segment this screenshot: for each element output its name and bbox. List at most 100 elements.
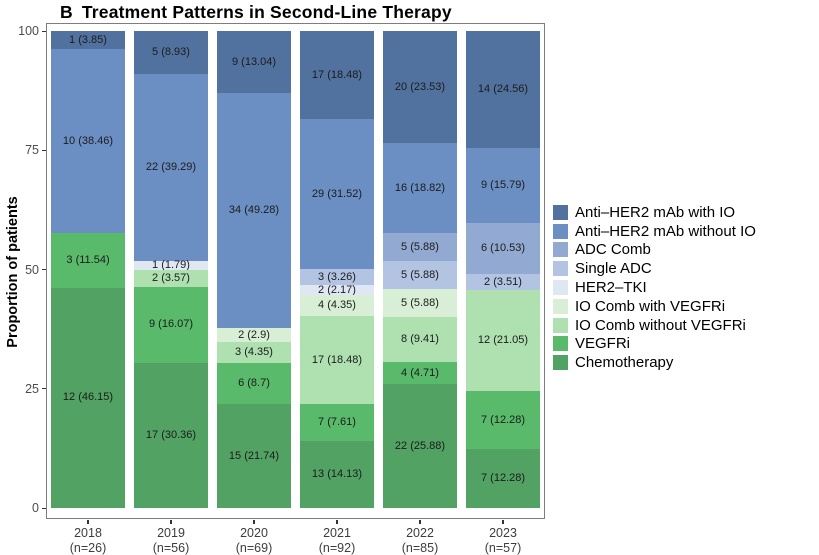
segment-value-label: 12 (21.05)	[477, 334, 529, 347]
bar-segment: 4 (4.35)	[300, 295, 374, 317]
x-tick-year: 2019	[157, 526, 185, 540]
y-tick: 50	[25, 263, 46, 277]
segment-value-label: 13 (14.13)	[311, 467, 363, 480]
x-tick-2018: 2018 (n=26)	[51, 520, 125, 555]
legend-swatch	[553, 223, 568, 239]
segment-value-label: 17 (30.36)	[145, 429, 197, 442]
x-tick-n: (n=92)	[318, 540, 356, 555]
bar-segment: 5 (5.88)	[383, 233, 457, 262]
panel-label: B	[60, 2, 73, 22]
segment-value-label: 16 (18.82)	[394, 181, 446, 194]
x-tick-2023: 2023 (n=57)	[466, 520, 540, 555]
chart-title: B Treatment Patterns in Second-Line Thera…	[60, 2, 452, 23]
y-tick-label: 100	[18, 24, 39, 38]
legend-item: Anti–HER2 mAb without IO	[553, 222, 756, 241]
segment-value-label: 10 (38.46)	[62, 134, 114, 147]
segment-value-label: 7 (7.61)	[318, 415, 356, 428]
segment-value-label: 2 (2.17)	[318, 283, 356, 296]
legend: Anti–HER2 mAb with IO Anti–HER2 mAb witho…	[553, 203, 756, 372]
y-tick-label: 25	[25, 381, 39, 396]
legend-swatch	[553, 298, 568, 314]
bar-2022: 20 (23.53) 16 (18.82) 5 (5.88) 5 (5.88) 5 (5…	[383, 31, 457, 508]
segment-value-label: 3 (11.54)	[66, 253, 110, 266]
bar-segment: 15 (21.74)	[217, 404, 291, 508]
y-tick: 100	[18, 24, 46, 38]
legend-swatch	[553, 336, 568, 352]
legend-item: Anti–HER2 mAb with IO	[553, 203, 756, 222]
x-axis-ticks: 2018 (n=26) 2019 (n=56) 2020 (n=69) 2021 (n=92)…	[46, 520, 545, 555]
x-tick-n: (n=85)	[401, 540, 439, 555]
x-tick-2021: 2021 (n=92)	[300, 520, 374, 555]
bar-segment: 2 (3.57)	[134, 269, 208, 287]
legend-label: Anti–HER2 mAb with IO	[575, 203, 736, 221]
x-tick-mark	[336, 520, 338, 524]
bar-segment: 9 (13.04)	[217, 31, 291, 94]
bar-segment: 14 (24.56)	[466, 31, 540, 149]
segment-value-label: 2 (3.57)	[152, 271, 190, 284]
legend-label: Single ADC	[575, 260, 652, 278]
legend-swatch	[553, 280, 568, 296]
x-tick-year: 2022	[406, 526, 434, 540]
segment-value-label: 7 (12.28)	[480, 472, 526, 485]
bars-area: 1 (3.85) 10 (38.46) 3 (11.54) 12 (46.15) 5 (…	[46, 31, 545, 508]
bar-segment: 10 (38.46)	[51, 49, 125, 233]
segment-value-label: 20 (23.53)	[394, 80, 446, 93]
y-tick: 75	[25, 143, 46, 157]
x-tick-n: (n=26)	[69, 540, 107, 555]
bar-segment: 3 (11.54)	[51, 232, 125, 288]
segment-value-label: 17 (18.48)	[311, 353, 363, 366]
legend-item: VEGFRi	[553, 335, 756, 354]
segment-value-label: 14 (24.56)	[477, 83, 529, 96]
x-tick-year: 2021	[323, 526, 351, 540]
y-tick: 0	[32, 501, 46, 515]
bar-segment: 2 (3.51)	[466, 273, 540, 291]
segment-value-label: 3 (3.26)	[318, 270, 356, 283]
bar-segment: 1 (1.79)	[134, 258, 208, 271]
bar-segment: 5 (8.93)	[134, 31, 208, 74]
segment-value-label: 15 (21.74)	[228, 449, 280, 462]
segment-value-label: 22 (39.29)	[145, 160, 197, 173]
x-tick-n: (n=57)	[484, 540, 522, 555]
y-tick: 25	[25, 382, 46, 396]
legend-swatch	[553, 261, 568, 277]
y-tick-mark	[42, 388, 46, 390]
y-tick-mark	[42, 507, 46, 509]
segment-value-label: 2 (3.51)	[484, 275, 522, 288]
bar-segment: 6 (10.53)	[466, 223, 540, 274]
segment-value-label: 9 (13.04)	[231, 55, 277, 68]
segment-value-label: 6 (10.53)	[480, 242, 526, 255]
x-tick-year: 2023	[489, 526, 517, 540]
bar-segment: 17 (30.36)	[134, 363, 208, 508]
bar-segment: 9 (16.07)	[134, 286, 208, 364]
legend-item: Chemotherapy	[553, 353, 756, 372]
segment-value-label: 5 (5.88)	[401, 268, 439, 281]
x-tick-2019: 2019 (n=56)	[134, 520, 208, 555]
segment-value-label: 9 (16.07)	[148, 318, 194, 331]
legend-label: ADC Comb	[575, 241, 651, 259]
bar-segment: 34 (49.28)	[217, 93, 291, 329]
bar-segment: 29 (31.52)	[300, 119, 374, 270]
legend-label: VEGFRi	[575, 335, 631, 353]
segment-value-label: 4 (4.71)	[401, 366, 439, 379]
segment-value-label: 6 (8.7)	[238, 377, 270, 390]
segment-value-label: 5 (5.88)	[401, 240, 439, 253]
segment-value-label: 12 (46.15)	[62, 391, 114, 404]
y-tick-mark	[42, 149, 46, 151]
legend-item: IO Comb with VEGFRi	[553, 297, 756, 316]
legend-item: Single ADC	[553, 259, 756, 278]
bar-segment: 3 (3.26)	[300, 269, 374, 286]
bar-segment: 8 (9.41)	[383, 317, 457, 363]
segment-value-label: 9 (15.79)	[480, 179, 526, 192]
segment-value-label: 1 (1.79)	[152, 258, 190, 271]
bar-segment: 2 (2.9)	[217, 328, 291, 343]
bar-segment: 22 (39.29)	[134, 73, 208, 261]
segment-value-label: 29 (31.52)	[311, 187, 363, 200]
bar-segment: 7 (12.28)	[466, 390, 540, 450]
segment-value-label: 4 (4.35)	[318, 299, 356, 312]
x-tick-mark	[419, 520, 421, 524]
y-tick-label: 75	[25, 143, 39, 158]
legend-swatch	[553, 317, 568, 333]
segment-value-label: 34 (49.28)	[228, 204, 280, 217]
bar-segment: 16 (18.82)	[383, 143, 457, 233]
